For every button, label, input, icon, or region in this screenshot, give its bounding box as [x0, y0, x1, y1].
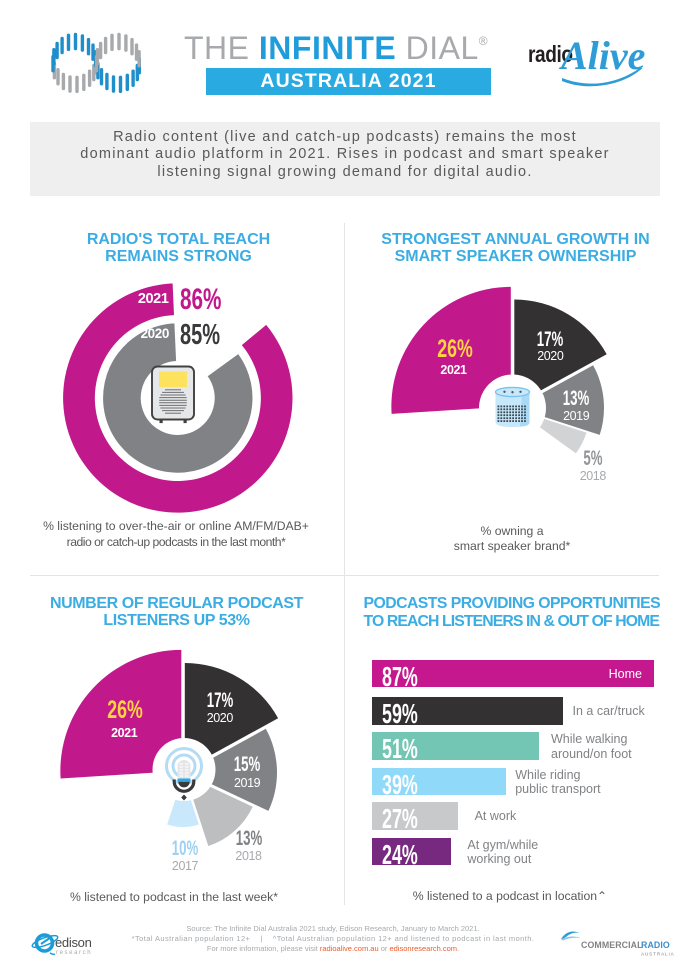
svg-text:edison: edison: [55, 935, 92, 950]
svg-text:AUSTRALIA: AUSTRALIA: [641, 952, 675, 957]
svg-text:research: research: [56, 950, 92, 956]
svg-text:RADIO: RADIO: [641, 940, 670, 950]
svg-text:COMMERCIAL: COMMERCIAL: [581, 940, 643, 950]
